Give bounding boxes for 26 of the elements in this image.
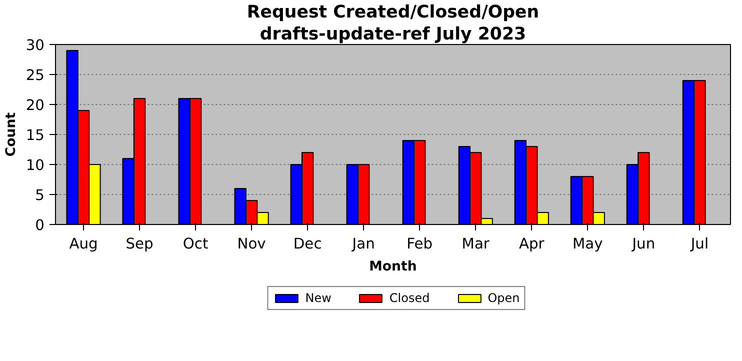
chart-title: Request Created/Closed/Open [246, 2, 540, 22]
legend-label: Closed [389, 291, 430, 305]
x-tick-label: Feb [406, 236, 433, 252]
x-tick-label: Nov [237, 236, 266, 252]
y-tick-label: 0 [35, 217, 45, 234]
x-tick-label: Sep [126, 236, 154, 252]
x-tick-label: Jun [631, 236, 656, 252]
chart-subtitle: drafts-update-ref July 2023 [260, 24, 526, 44]
x-tick-label: Apr [518, 236, 546, 252]
y-axis-title: Count [4, 112, 19, 157]
x-tick-label: Dec [293, 236, 322, 252]
legend-label: Open [488, 291, 520, 305]
x-tick-label: Aug [69, 236, 98, 252]
x-tick-label: Mar [462, 236, 490, 252]
y-tick-label: 25 [26, 67, 45, 84]
x-tick-label: Oct [182, 236, 208, 252]
y-tick-label: 30 [26, 37, 45, 54]
x-axis-title: Month [369, 260, 417, 274]
y-tick-label: 5 [35, 187, 45, 204]
x-tick-label: Jul [690, 236, 709, 252]
y-tick-label: 10 [26, 157, 45, 174]
x-tick-label: Jan [351, 236, 375, 252]
x-tick-label: May [572, 236, 604, 252]
legend-label: New [305, 291, 332, 305]
y-tick-label: 20 [26, 97, 45, 114]
y-tick-label: 15 [26, 127, 45, 144]
